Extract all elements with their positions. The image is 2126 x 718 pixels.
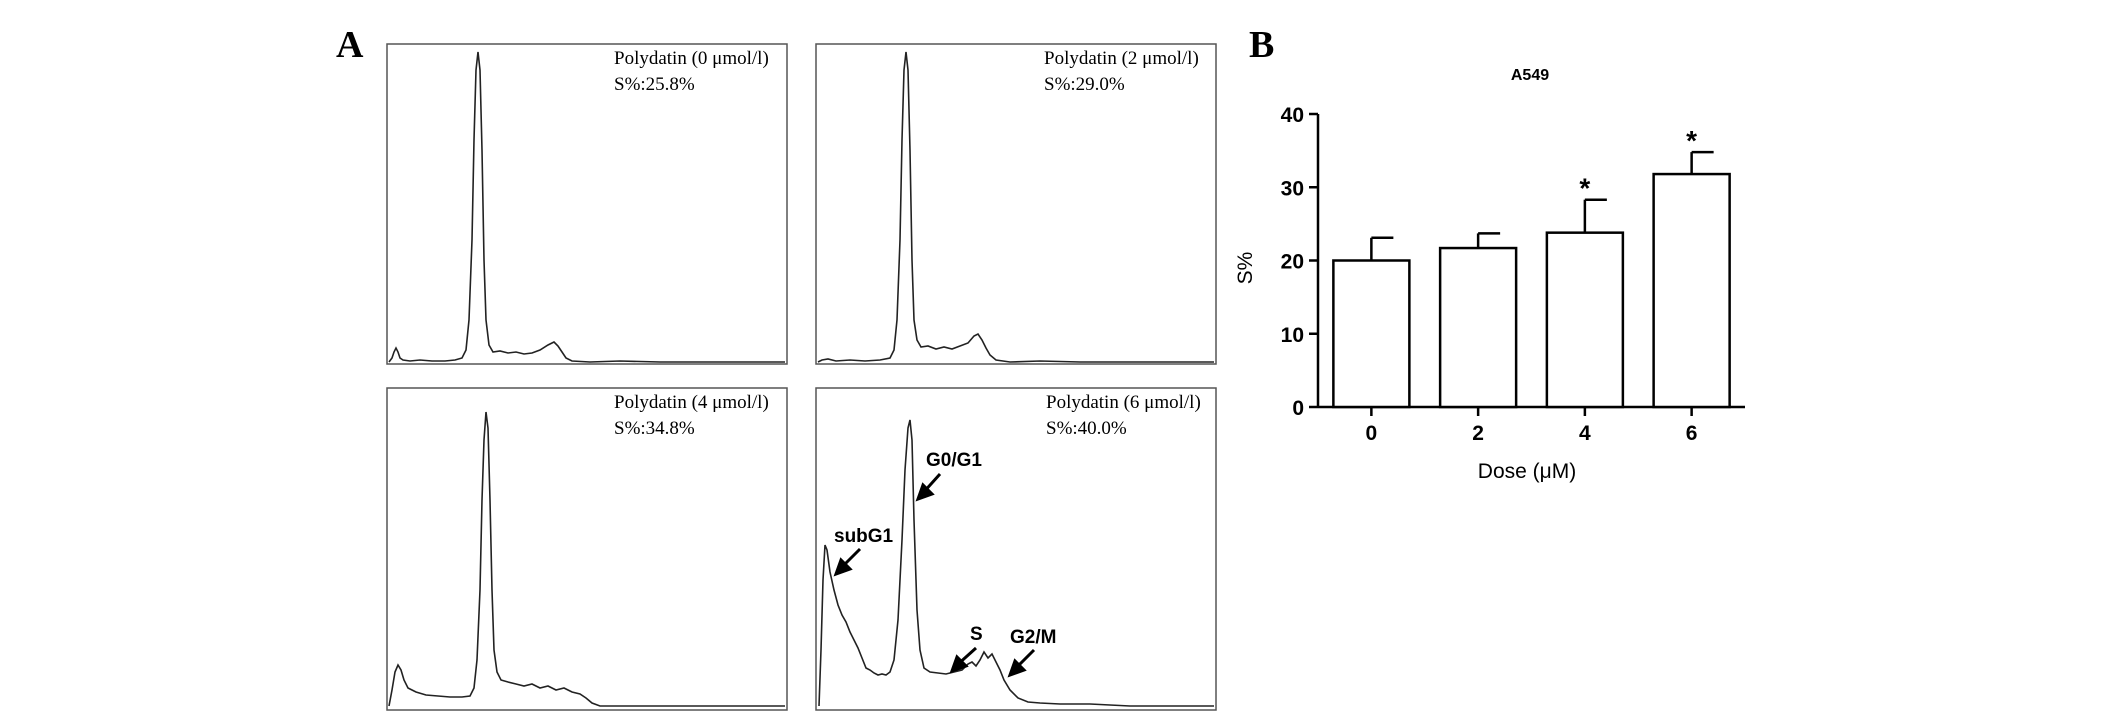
histogram-s-value-0: S%:25.8% — [614, 74, 695, 95]
histogram-s-value-2: S%:34.8% — [614, 418, 695, 439]
phase-label-s: S — [970, 624, 983, 645]
histogram-panel-0: Polydatin (0 μmol/l) S%:25.8% — [386, 43, 788, 365]
phase-label-subg1: subG1 — [834, 526, 894, 547]
arrow-g2m — [1007, 648, 1036, 678]
histogram-title-2: Polydatin (4 μmol/l) — [614, 392, 769, 413]
significance-marker-3: * — [1686, 125, 1697, 156]
histogram-panel-3: Polydatin (6 μmol/l) S%:40.0% subG1 G0/G… — [815, 387, 1217, 711]
bar-3 — [1652, 172, 1731, 409]
bar-chart: A549 S% Dose (μM) 0 10 20 30 40 0 2 4 * 6 * — [1234, 67, 1745, 483]
phase-label-g0g1: G0/G1 — [926, 450, 982, 471]
x-tick-label-2: 4 — [1579, 422, 1591, 445]
x-tick-label-1: 2 — [1472, 422, 1484, 445]
histogram-trace-3 — [818, 419, 1214, 707]
y-axis-label: S% — [1234, 252, 1257, 285]
x-axis-label: Dose (μM) — [1478, 460, 1576, 483]
histogram-s-value-3: S%:40.0% — [1046, 418, 1127, 439]
y-tick-label-2: 20 — [1281, 251, 1304, 274]
bar-2 — [1545, 231, 1625, 409]
y-tick-label-4: 40 — [1281, 104, 1304, 127]
y-tick-label-0: 0 — [1292, 397, 1304, 420]
panel-letter-b: B — [1249, 24, 1275, 66]
histogram-trace-1 — [817, 51, 1214, 363]
significance-marker-2: * — [1579, 173, 1590, 204]
bar-1 — [1438, 246, 1518, 409]
y-tick-label-3: 30 — [1281, 177, 1304, 200]
histogram-title-3: Polydatin (6 μmol/l) — [1046, 392, 1201, 413]
histogram-trace-2 — [388, 411, 785, 707]
histogram-s-value-1: S%:29.0% — [1044, 74, 1125, 95]
x-tick-label-0: 0 — [1366, 422, 1378, 445]
histogram-panel-2: Polydatin (4 μmol/l) S%:34.8% — [386, 387, 788, 711]
histogram-title-0: Polydatin (0 μmol/l) — [614, 48, 769, 69]
arrow-subg1 — [833, 547, 862, 577]
arrow-g0g1 — [915, 472, 942, 502]
x-tick-label-3: 6 — [1686, 422, 1698, 445]
chart-title: A549 — [1511, 67, 1549, 84]
histogram-panel-1: Polydatin (2 μmol/l) S%:29.0% — [815, 43, 1217, 365]
histogram-trace-0 — [388, 51, 785, 363]
panel-letter-a: A — [336, 24, 364, 66]
y-tick-label-1: 10 — [1281, 324, 1304, 347]
arrow-s — [949, 646, 978, 674]
bar-0 — [1332, 259, 1411, 409]
histogram-title-1: Polydatin (2 μmol/l) — [1044, 48, 1199, 69]
phase-label-g2m: G2/M — [1010, 627, 1056, 648]
